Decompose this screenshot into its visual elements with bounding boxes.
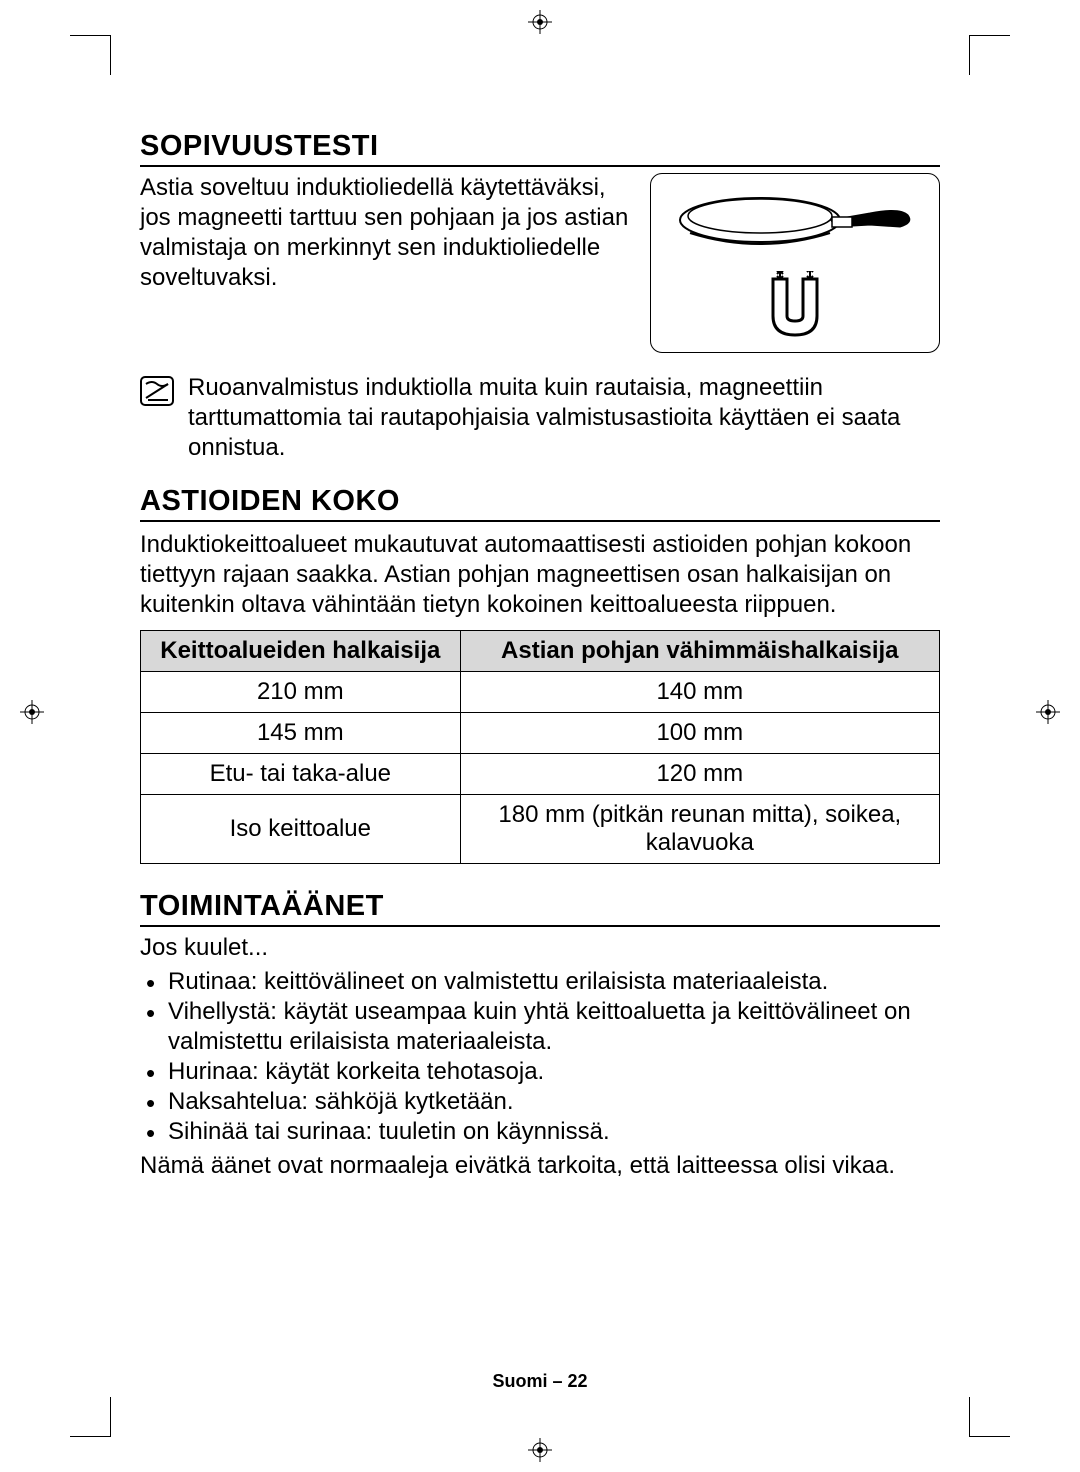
section-heading-sounds: TOIMINTAÄÄNET [140, 890, 940, 927]
suitability-text: Astia soveltuu induktioliedellä käytettä… [140, 173, 630, 353]
registration-mark-icon [528, 10, 552, 34]
sounds-list: Rutinaa: keittövälineet on valmistettu e… [140, 967, 940, 1147]
list-item: Rutinaa: keittövälineet on valmistettu e… [140, 967, 940, 997]
list-item: Sihinää tai surinaa: tuuletin on käynnis… [140, 1117, 940, 1147]
crop-mark [110, 35, 111, 75]
table-cell: 180 mm (pitkän reunan mitta), soikea, ka… [460, 795, 939, 864]
table-cell: 100 mm [460, 713, 939, 754]
table-cell: 120 mm [460, 754, 939, 795]
page-content: SOPIVUUSTESTI Astia soveltuu induktiolie… [140, 130, 940, 1181]
table-cell: Etu- tai taka-alue [141, 754, 461, 795]
note-text: Ruoanvalmistus induktiolla muita kuin ra… [188, 373, 940, 463]
crop-mark [970, 1436, 1010, 1437]
size-text: Induktiokeittoalueet mukautuvat automaat… [140, 530, 940, 620]
table-row: 210 mm 140 mm [141, 672, 940, 713]
size-table: Keittoalueiden halkaisija Astian pohjan … [140, 630, 940, 864]
table-row: Etu- tai taka-alue 120 mm [141, 754, 940, 795]
magnet-icon [755, 271, 835, 341]
note-block: Ruoanvalmistus induktiolla muita kuin ra… [140, 373, 940, 463]
page-footer: Suomi – 22 [0, 1371, 1080, 1392]
crop-mark [70, 35, 110, 36]
frying-pan-icon [670, 185, 920, 265]
table-cell: Iso keittoalue [141, 795, 461, 864]
crop-mark [110, 1397, 111, 1437]
sounds-intro: Jos kuulet... [140, 933, 940, 963]
crop-mark [969, 1397, 970, 1437]
crop-mark [969, 35, 970, 75]
table-cell: 145 mm [141, 713, 461, 754]
crop-mark [70, 1436, 110, 1437]
table-row: 145 mm 100 mm [141, 713, 940, 754]
table-header: Astian pohjan vähimmäishalkaisija [460, 631, 939, 672]
table-header: Keittoalueiden halkaisija [141, 631, 461, 672]
sounds-outro: Nämä äänet ovat normaaleja eivätkä tarko… [140, 1151, 940, 1181]
list-item: Hurinaa: käytät korkeita tehotasoja. [140, 1057, 940, 1087]
table-cell: 210 mm [141, 672, 461, 713]
list-item: Vihellystä: käytät useampaa kuin yhtä ke… [140, 997, 940, 1057]
crop-mark [970, 35, 1010, 36]
section-heading-size: ASTIOIDEN KOKO [140, 485, 940, 522]
list-item: Naksahtelua: sähköjä kytketään. [140, 1087, 940, 1117]
table-cell: 140 mm [460, 672, 939, 713]
registration-mark-icon [528, 1438, 552, 1462]
table-header-row: Keittoalueiden halkaisija Astian pohjan … [141, 631, 940, 672]
registration-mark-icon [20, 700, 44, 724]
section-heading-suitability: SOPIVUUSTESTI [140, 130, 940, 167]
registration-mark-icon [1036, 700, 1060, 724]
note-icon [140, 376, 174, 406]
pan-magnet-figure [650, 173, 940, 353]
table-row: Iso keittoalue 180 mm (pitkän reunan mit… [141, 795, 940, 864]
